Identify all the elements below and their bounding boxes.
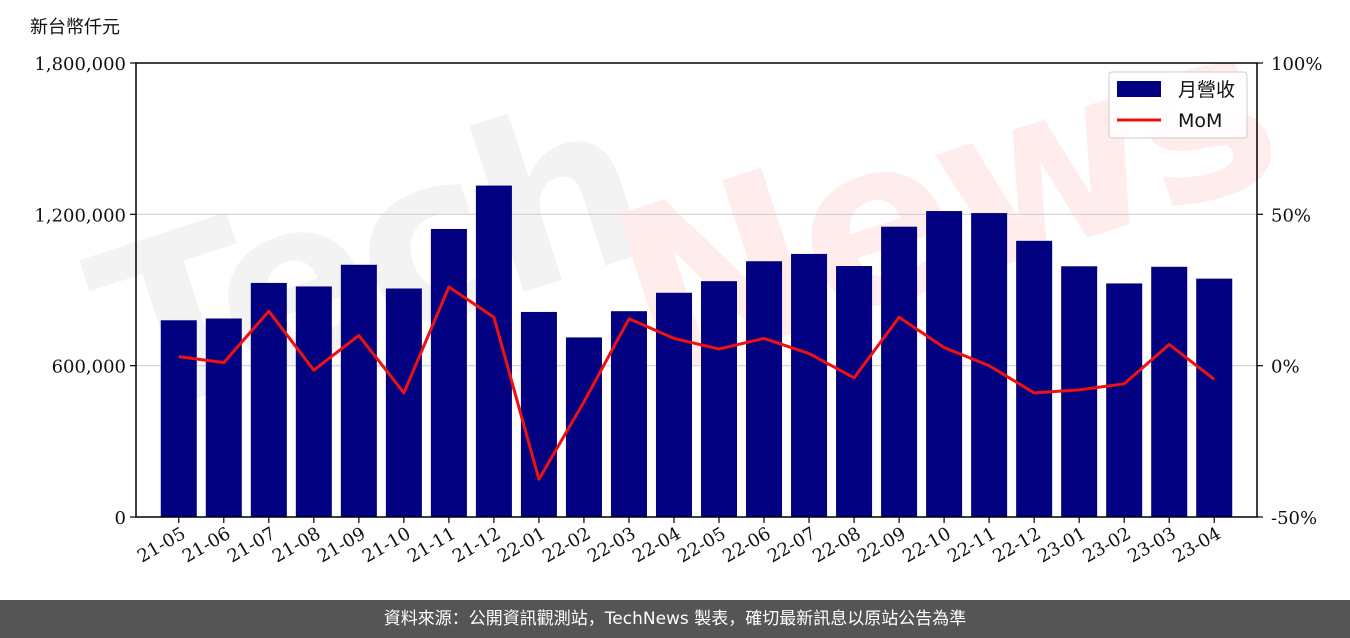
bar-23-03: [1151, 266, 1188, 517]
bar-22-09: [881, 226, 918, 518]
x-tick-label: 21-05: [134, 523, 189, 567]
x-tick-label: 22-10: [899, 523, 954, 567]
y-tick-label: 1,200,000: [34, 205, 126, 226]
y-axis-unit-label: 新台幣仟元: [30, 17, 120, 38]
bar-21-05: [160, 320, 197, 517]
x-tick-label: 22-05: [674, 523, 729, 567]
legend-bar-swatch: [1117, 81, 1161, 97]
x-tick-label: 21-08: [269, 523, 324, 567]
bar-21-07: [250, 282, 287, 517]
bar-22-03: [610, 311, 647, 517]
bar-22-02: [565, 337, 602, 517]
source-footer: 資料來源：公開資訊觀測站，TechNews 製表，確切最新訊息以原站公告為準: [0, 600, 1350, 638]
plot-frame: [135, 62, 1258, 518]
x-tick-label: 21-12: [449, 523, 504, 567]
bar-22-10: [926, 211, 963, 517]
bar-22-12: [1016, 240, 1053, 518]
x-tick-label: 22-09: [854, 523, 909, 567]
bar-21-09: [340, 264, 377, 517]
bar-21-12: [475, 185, 512, 517]
bar-series: [160, 185, 1233, 518]
y2-tick-label: -50%: [1271, 508, 1317, 529]
bar-23-04: [1196, 278, 1233, 517]
legend-label-revenue: 月營收: [1178, 79, 1235, 101]
mom-line-series: [178, 285, 1216, 481]
x-tick-label: 21-09: [314, 523, 369, 567]
legend-label-mom: MoM: [1178, 110, 1222, 132]
x-tick-label: 23-01: [1034, 523, 1089, 567]
x-tick-label: 22-07: [764, 523, 819, 567]
x-tick-label: 21-06: [179, 523, 234, 567]
x-axis-ticks: 21-0521-0621-0721-0821-0921-1021-1121-12…: [134, 517, 1225, 567]
axes: [135, 62, 1258, 518]
x-tick-label: 22-03: [584, 523, 639, 567]
bar-23-02: [1106, 283, 1143, 517]
x-tick-label: 22-08: [809, 523, 864, 567]
x-tick-label: 23-04: [1169, 523, 1224, 567]
x-tick-label: 22-11: [944, 523, 999, 567]
y2-tick-label: 100%: [1271, 54, 1322, 75]
x-tick-label: 21-07: [224, 523, 279, 567]
y-tick-label: 1,800,000: [34, 54, 126, 75]
y-tick-label: 600,000: [52, 357, 126, 378]
bar-21-11: [430, 228, 467, 517]
x-tick-label: 21-11: [404, 523, 459, 567]
mom-line: [178, 285, 1216, 481]
bar-22-07: [791, 253, 828, 517]
y2-tick-label: 0%: [1271, 357, 1300, 378]
bar-22-04: [655, 292, 692, 517]
x-tick-label: 23-02: [1079, 523, 1134, 567]
x-tick-label: 22-02: [539, 523, 594, 567]
revenue-chart: Tech News 新台幣仟元 0600,0001,200,0001,800,0…: [30, 0, 1322, 567]
bar-22-08: [836, 266, 873, 517]
x-tick-label: 21-10: [359, 523, 414, 567]
bar-22-05: [701, 281, 738, 517]
bar-22-01: [520, 311, 557, 517]
x-tick-label: 23-03: [1124, 523, 1179, 567]
y2-axis-ticks: -50% 0% 50% 100%: [1257, 54, 1322, 529]
x-tick-label: 22-06: [719, 523, 774, 567]
bar-22-06: [746, 261, 783, 517]
bar-21-08: [295, 286, 332, 517]
bar-21-10: [385, 288, 422, 517]
bar-21-06: [205, 318, 242, 517]
x-tick-label: 22-12: [989, 523, 1044, 567]
legend: 月營收 MoM: [1108, 71, 1248, 139]
y2-tick-label: 50%: [1271, 205, 1311, 226]
y-axis-ticks: 0 600,000 1,200,000 1,800,000: [34, 54, 136, 529]
x-tick-label: 22-01: [494, 523, 549, 567]
x-tick-label: 22-04: [629, 523, 684, 567]
y-tick-label: 0: [115, 508, 126, 529]
